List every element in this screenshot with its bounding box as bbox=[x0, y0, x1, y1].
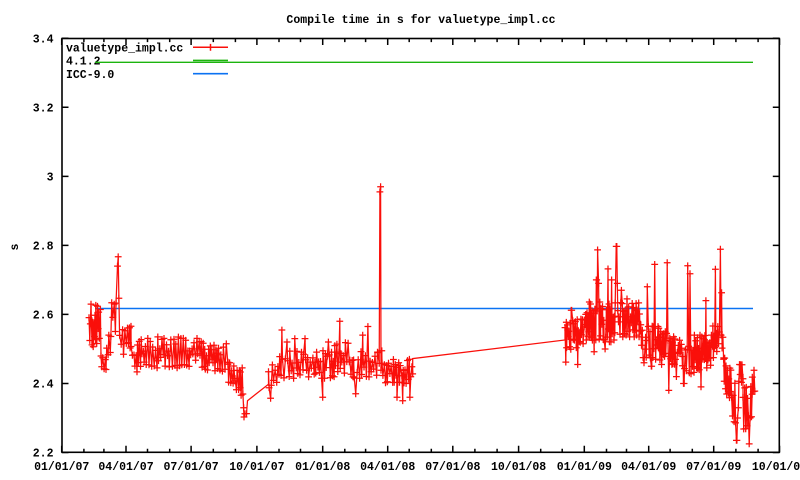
svg-text:2.8: 2.8 bbox=[33, 241, 54, 254]
svg-text:3.2: 3.2 bbox=[33, 103, 54, 116]
svg-text:4.1.2: 4.1.2 bbox=[66, 56, 101, 69]
svg-text:04/01/08: 04/01/08 bbox=[360, 461, 415, 474]
svg-text:10/01/07: 10/01/07 bbox=[229, 461, 284, 474]
svg-text:07/01/09: 07/01/09 bbox=[686, 461, 741, 474]
svg-text:07/01/08: 07/01/08 bbox=[425, 461, 480, 474]
svg-text:3.4: 3.4 bbox=[33, 34, 54, 47]
svg-text:2.6: 2.6 bbox=[33, 310, 54, 323]
svg-text:01/01/09: 01/01/09 bbox=[557, 461, 612, 474]
svg-text:2.2: 2.2 bbox=[33, 448, 54, 461]
svg-text:2.4: 2.4 bbox=[33, 379, 54, 392]
svg-text:ICC-9.0: ICC-9.0 bbox=[66, 69, 114, 82]
svg-text:10/01/09: 10/01/09 bbox=[752, 461, 800, 474]
svg-text:Compile time in s for valuetyp: Compile time in s for valuetype_impl.cc bbox=[286, 14, 555, 27]
svg-text:10/01/08: 10/01/08 bbox=[491, 461, 546, 474]
svg-text:3: 3 bbox=[47, 172, 54, 185]
svg-text:04/01/09: 04/01/09 bbox=[621, 461, 676, 474]
svg-text:01/01/07: 01/01/07 bbox=[34, 461, 89, 474]
svg-text:04/01/07: 04/01/07 bbox=[98, 461, 153, 474]
svg-text:valuetype_impl.cc: valuetype_impl.cc bbox=[66, 42, 183, 55]
svg-text:07/01/07: 07/01/07 bbox=[163, 461, 218, 474]
svg-text:01/01/08: 01/01/08 bbox=[295, 461, 350, 474]
svg-text:s: s bbox=[9, 243, 22, 250]
